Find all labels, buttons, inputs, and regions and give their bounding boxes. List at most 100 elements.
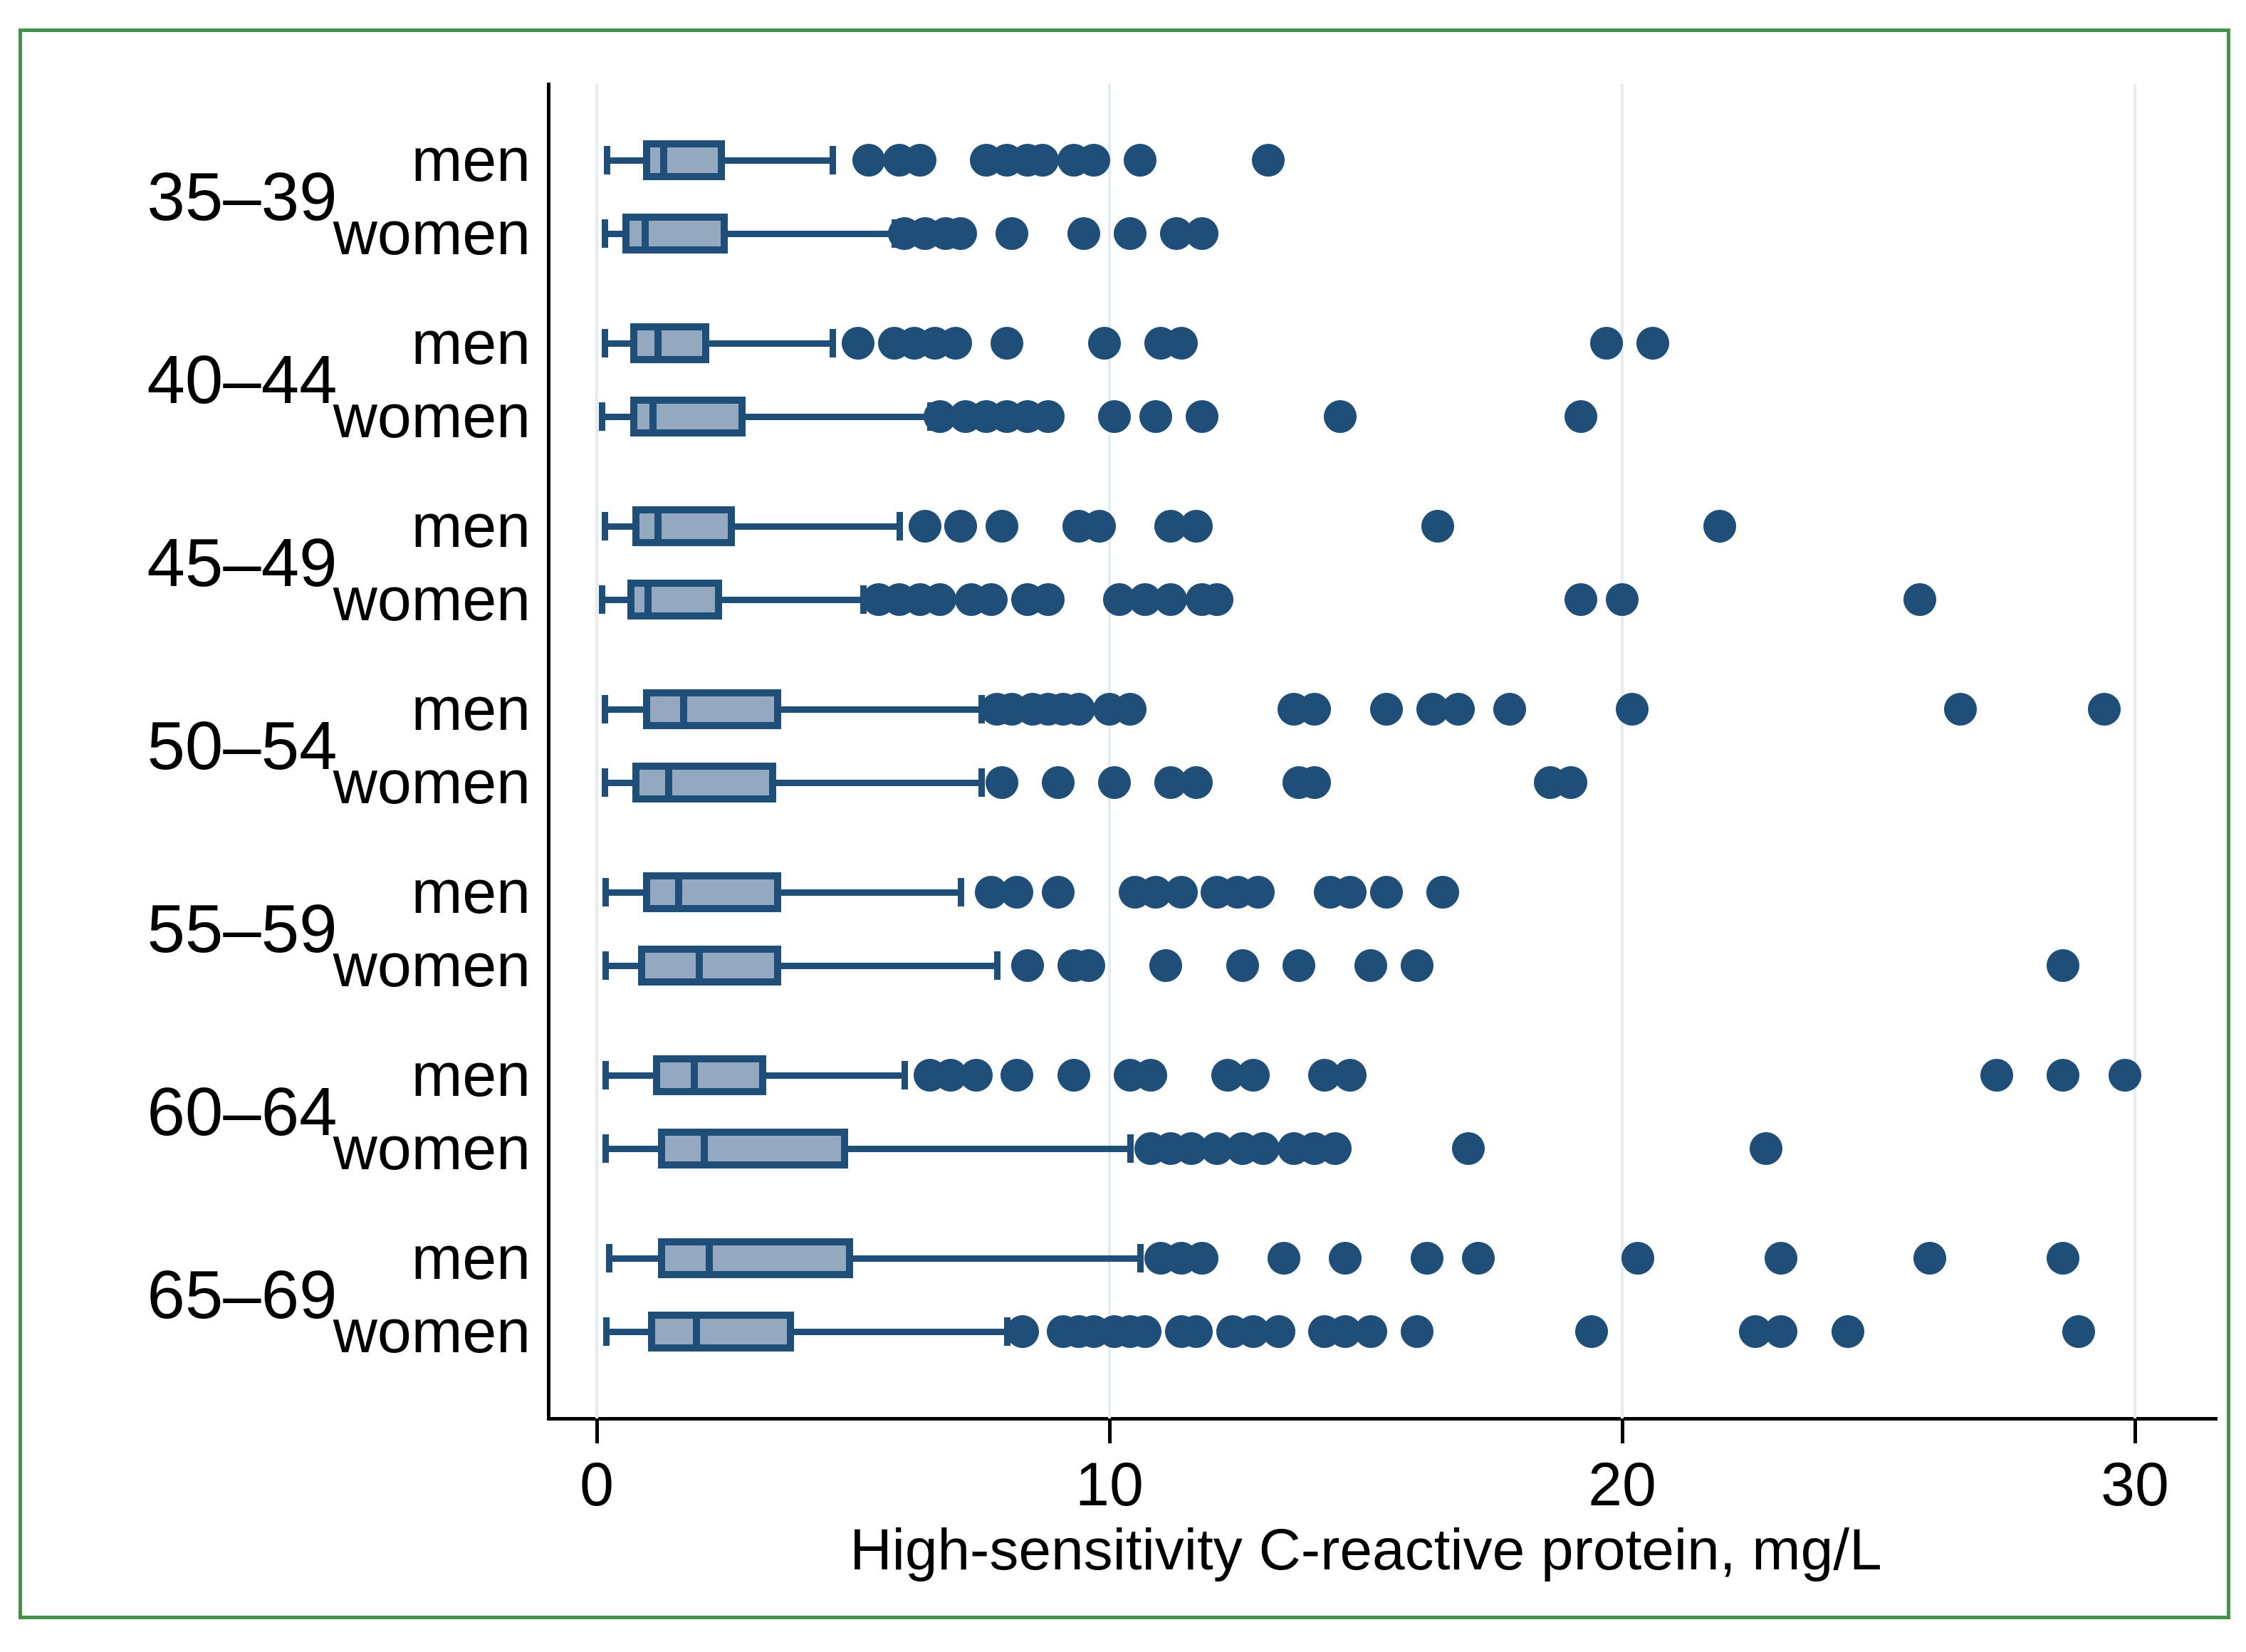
median-line — [654, 506, 662, 546]
outlier-dot — [1765, 1242, 1798, 1275]
outlier-dot — [1462, 1242, 1495, 1275]
x-tick-20 — [1621, 1421, 1624, 1443]
outlier-dot — [1765, 1315, 1798, 1348]
sex-label-men: men — [411, 858, 531, 926]
iqr-box — [658, 1238, 853, 1278]
outlier-dot — [1944, 693, 1978, 726]
sex-label-men: men — [411, 675, 531, 743]
outlier-dot — [1247, 1132, 1280, 1165]
outlier-dot — [1621, 1242, 1654, 1275]
outlier-dot — [1077, 144, 1111, 177]
outlier-dot — [1031, 400, 1065, 433]
outlier-dot — [1401, 1315, 1433, 1348]
whisker-line-low — [602, 414, 630, 420]
outlier-dot — [1113, 693, 1146, 726]
median-line — [664, 763, 672, 803]
whisker-line-low — [605, 1146, 659, 1152]
outlier-dot — [1001, 1059, 1034, 1092]
whisker-cap-high — [1137, 1244, 1144, 1272]
whisker-line-high — [781, 889, 961, 896]
x-tick-10 — [1108, 1421, 1112, 1443]
whisker-cap-high — [993, 951, 1001, 980]
outlier-dot — [1334, 876, 1367, 909]
outlier-dot — [2108, 1059, 2141, 1092]
sex-label-men: men — [411, 492, 531, 560]
outlier-dot — [1329, 1242, 1362, 1275]
outlier-dot — [1913, 1242, 1946, 1275]
iqr-box — [632, 506, 736, 546]
whisker-cap-low — [601, 768, 608, 797]
outlier-dot — [1113, 217, 1146, 250]
outlier-dot — [1139, 400, 1172, 433]
outlier-dot — [1831, 1315, 1864, 1348]
whisker-cap-high — [978, 768, 985, 797]
outlier-dot — [1010, 949, 1044, 982]
whisker-cap-high — [1127, 1134, 1134, 1163]
outlier-dot — [985, 510, 1018, 543]
whisker-line-low — [605, 889, 643, 896]
whisker-line-high — [745, 414, 930, 420]
whisker-line-high — [776, 780, 981, 786]
outlier-dot — [1354, 1315, 1388, 1348]
outlier-dot — [1031, 583, 1065, 616]
median-line — [706, 1238, 714, 1278]
gridline-x-20 — [1621, 84, 1624, 1418]
whisker-line-high — [847, 1146, 1130, 1152]
whisker-line-low — [602, 597, 628, 603]
x-tick-label: 20 — [1588, 1450, 1656, 1519]
outlier-dot — [1180, 766, 1213, 799]
iqr-box — [658, 1129, 848, 1169]
outlier-dot — [1185, 217, 1218, 250]
outlier-dot — [2047, 1059, 2080, 1092]
outlier-dot — [1185, 400, 1218, 433]
iqr-box — [637, 946, 782, 986]
outlier-dot — [1401, 949, 1433, 982]
outlier-dot — [1134, 1059, 1167, 1092]
outlier-dot — [1565, 400, 1598, 433]
outlier-dot — [1098, 766, 1132, 799]
whisker-cap-high — [830, 329, 837, 357]
chart-frame-border — [19, 28, 2230, 1619]
median-line — [642, 214, 649, 253]
x-tick-label: 10 — [1075, 1450, 1144, 1519]
outlier-dot — [908, 510, 941, 543]
iqr-box — [653, 1055, 766, 1095]
outlier-dot — [2087, 693, 2121, 726]
outlier-dot — [1201, 583, 1234, 616]
whisker-line-high — [766, 1072, 904, 1079]
iqr-box — [630, 323, 710, 363]
outlier-dot — [842, 327, 875, 360]
whisker-cap-low — [602, 1061, 610, 1089]
whisker-line-high — [725, 157, 833, 164]
outlier-dot — [1411, 1242, 1444, 1275]
iqr-box — [630, 397, 746, 436]
whisker-line-high — [781, 963, 997, 969]
median-line — [659, 140, 667, 180]
iqr-box — [627, 580, 723, 620]
outlier-dot — [1006, 1315, 1039, 1348]
x-axis-line — [547, 1417, 2218, 1421]
outlier-dot — [1241, 876, 1275, 909]
sex-label-women: women — [333, 931, 531, 1000]
whisker-cap-low — [601, 329, 608, 357]
outlier-dot — [1042, 876, 1075, 909]
whisker-line-high — [794, 1329, 1007, 1335]
outlier-dot — [1236, 1059, 1270, 1092]
outlier-dot — [1262, 1315, 1295, 1348]
outlier-dot — [2047, 949, 2080, 982]
outlier-dot — [1001, 876, 1034, 909]
outlier-dot — [1164, 327, 1198, 360]
whisker-cap-low — [602, 951, 610, 980]
whisker-line-high — [781, 706, 981, 713]
outlier-dot — [1298, 766, 1331, 799]
whisker-line-low — [604, 706, 643, 713]
gridline-x-0 — [595, 84, 598, 1418]
iqr-box — [622, 214, 728, 253]
outlier-dot — [1452, 1132, 1485, 1165]
whisker-line-low — [604, 523, 633, 530]
outlier-dot — [944, 510, 978, 543]
outlier-dot — [2047, 1242, 2080, 1275]
age-group-label: 60–64 — [147, 1073, 338, 1150]
sex-label-women: women — [333, 1114, 531, 1183]
outlier-dot — [1062, 693, 1095, 726]
